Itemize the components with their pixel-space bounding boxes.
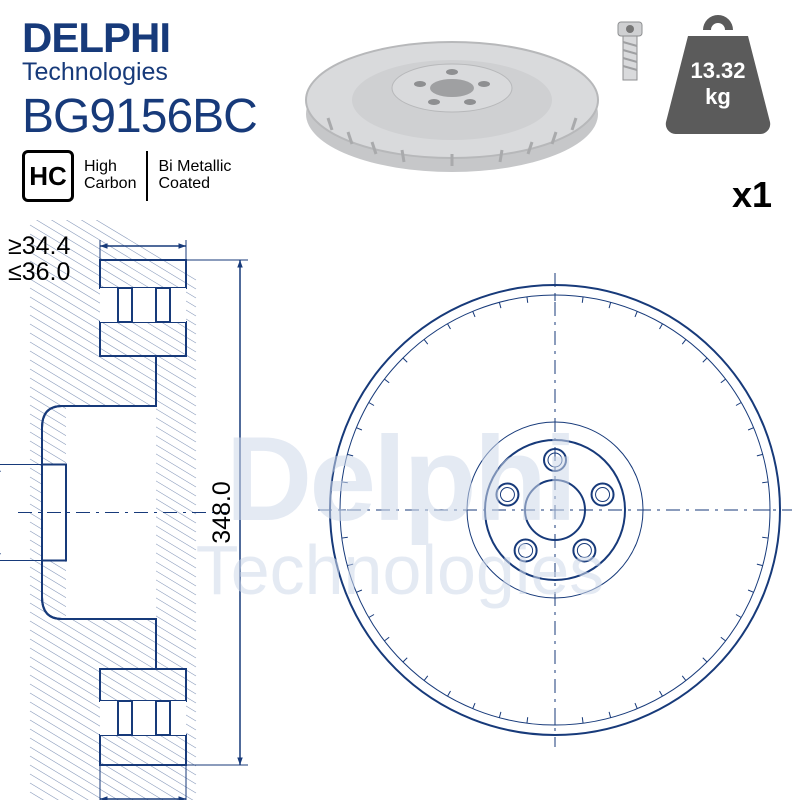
coating-line2: Coated [158, 176, 231, 193]
brand-subtitle: Technologies [22, 58, 257, 87]
hc-badge-icon: HC [22, 150, 74, 202]
part-number: BG9156BC [22, 89, 257, 144]
coating-line1: Bi Metallic [158, 159, 231, 176]
hc-line2: Carbon [84, 176, 136, 193]
quantity-label: x1 [732, 174, 772, 216]
weight-value: 13.32 [690, 58, 745, 83]
coating-badge-text: Bi Metallic Coated [158, 159, 231, 193]
weight-unit: kg [705, 84, 731, 109]
svg-text:≥34.4: ≥34.4 [8, 232, 70, 260]
technical-drawing: 348.075.066.2≥34.4≤36.0 [0, 220, 800, 800]
brand-block: DELPHI Technologies BG9156BC [22, 14, 257, 144]
badge-divider [146, 151, 148, 201]
product-photo [302, 18, 602, 188]
weight-badge: 13.32 kg [658, 14, 778, 134]
screw-icon [610, 20, 650, 92]
brand-name: DELPHI [22, 14, 257, 62]
svg-text:≤36.0: ≤36.0 [8, 258, 70, 286]
hc-line1: High [84, 159, 136, 176]
hc-badge-text: High Carbon [84, 159, 136, 193]
svg-text:348.0: 348.0 [208, 481, 236, 544]
badge-row: HC High Carbon Bi Metallic Coated [22, 150, 231, 202]
